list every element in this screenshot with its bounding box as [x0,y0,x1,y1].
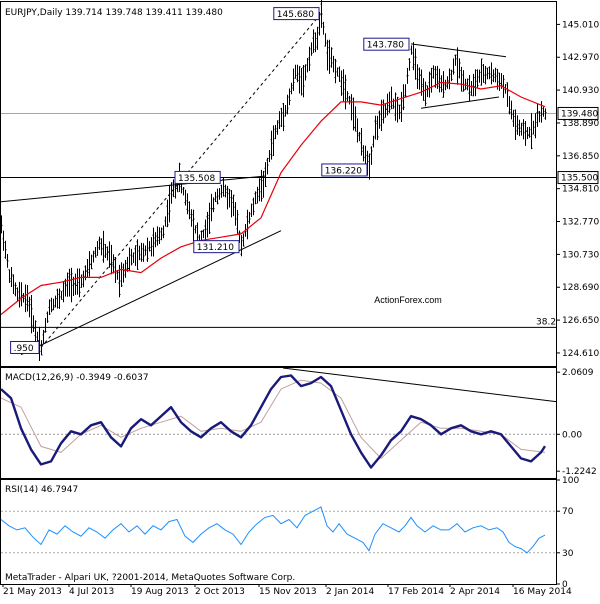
macd-trendline [282,367,558,403]
x-axis-label: 19 Aug 2013 [131,587,189,597]
rsi-line [0,506,546,554]
moving-average-line [0,81,546,315]
macd-main-line [0,374,547,469]
price-annotation-label: 131.210 [197,243,234,253]
x-axis-label: 2 Jan 2014 [326,587,374,597]
rsi-pane: RSI(14) 46.7947 100 70 30 0 MetaTrader - Alpa… [0,476,579,590]
trendline-4 [410,43,507,58]
price-y-tick-label: 145.010 [562,20,599,30]
macd-y-tick-label: -1.2242 [562,467,597,477]
price-y-tick-label: 134.810 [562,185,599,195]
x-axis: 21 May 2013 4 Jul 2013 19 Aug 2013 2 Oct 20… [2,584,572,597]
price-y-tick-label: 138.890 [562,119,599,129]
fibonacci-level-label: 38.2 [536,317,556,327]
x-axis-label: 16 May 2014 [513,587,572,597]
price-annotation-label: 145.680 [277,10,314,20]
level-label-box [557,171,599,185]
x-axis-label: 21 May 2013 [3,587,62,597]
rsi-y-tick-label: 30 [562,549,574,559]
price-annotation-box [10,340,40,354]
price-annotation-box [363,37,410,51]
x-axis-label: 15 Nov 2013 [259,587,317,597]
price-y-tick-label: 140.930 [562,86,599,96]
macd-y-tick-label: 0.00 [562,430,582,440]
price-pane: ActionForex.com EURJPY,Daily 139.714 139.… [0,0,599,362]
x-axis-label: 2 Apr 2014 [450,587,500,597]
x-axis-label: 4 Jul 2013 [69,587,114,597]
x-axis-label: 2 Oct 2013 [195,587,245,597]
current-price-box [557,106,599,120]
macd-signal-line [0,379,546,460]
price-annotation-box [174,170,221,184]
rsi-pane-frame [0,479,557,585]
price-pane-frame [0,1,557,367]
watermark-text: ActionForex.com [374,295,442,305]
current-price-label: 139.480 [561,109,598,119]
price-annotation-label: 143.780 [367,41,404,51]
price-annotation-label: .950 [14,344,34,354]
price-y-tick-label: 128.690 [562,283,599,293]
macd-pane-frame [0,367,557,479]
price-annotation-label: 136.220 [325,166,362,176]
price-y-tick-label: 126.650 [562,316,599,326]
rsi-y-tick-label: 100 [562,476,579,486]
price-y-tick-label: 136.850 [562,152,599,162]
trendline-5 [420,96,500,109]
price-y-tick-label: 124.610 [562,349,599,359]
price-annotation-box [321,163,368,177]
horizontal-level-label: 135.500 [561,174,598,184]
macd-y-tick-label: 2.0609 [562,368,594,378]
price-annotation-label: 135.508 [178,174,215,184]
rsi-title: RSI(14) 46.7947 [5,485,78,495]
price-y-tick-label: 130.730 [562,250,599,260]
x-axis-label: 17 Feb 2014 [388,587,444,597]
rsi-y-tick-label: 0 [562,580,568,590]
price-annotation-box [273,7,320,21]
price-annotation-box [193,240,240,254]
macd-title: MACD(12,26,9) -0.3949 -0.6037 [5,373,149,383]
platform-footer: MetaTrader - Alpari UK, ?2001-2014, Meta… [5,573,295,583]
trendline-1 [0,175,267,203]
rsi-y-tick-label: 70 [562,507,574,517]
price-bars [0,0,547,362]
chart-title: EURJPY,Daily 139.714 139.748 139.411 139… [5,8,223,18]
price-y-tick-label: 142.970 [562,53,599,63]
price-y-tick-label: 132.770 [562,218,599,228]
macd-pane: MACD(12,26,9) -0.3949 -0.6037 2.0609 0.00 -… [0,367,597,477]
